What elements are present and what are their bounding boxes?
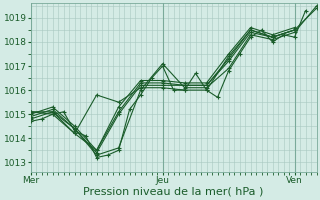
X-axis label: Pression niveau de la mer( hPa ): Pression niveau de la mer( hPa )	[84, 187, 264, 197]
